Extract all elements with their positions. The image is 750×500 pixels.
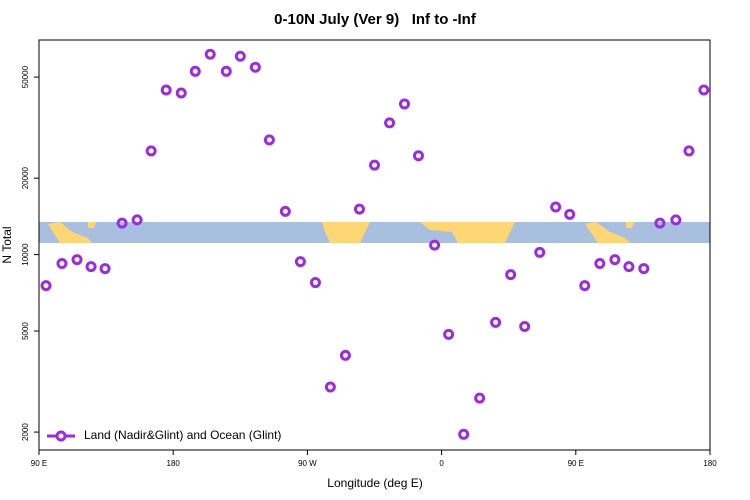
point (594, 258, 606, 270)
point (505, 269, 517, 281)
y-tick-label: 20000 (21, 166, 30, 189)
point (353, 203, 365, 215)
x-tick-label: 90 E (568, 459, 584, 468)
point (490, 316, 502, 328)
point (412, 150, 424, 162)
point (683, 145, 695, 157)
legend-label: Land (Nadir&Glint) and Ocean (Glint) (84, 428, 281, 442)
y-tick-label: 2000 (21, 423, 30, 441)
point (534, 246, 546, 258)
point (279, 205, 291, 217)
point (443, 328, 455, 340)
point (564, 208, 576, 220)
legend-marker (55, 430, 67, 442)
point (40, 280, 52, 292)
x-axis-label: Longitude (deg E) (327, 476, 422, 490)
point (234, 50, 246, 62)
point (369, 159, 380, 171)
point (71, 254, 83, 266)
point (294, 256, 306, 268)
point (99, 263, 111, 275)
y-tick-label: 10000 (21, 243, 30, 266)
point (85, 261, 97, 273)
point (654, 217, 666, 229)
x-tick-label: 180 (703, 459, 717, 468)
x-tick-label: 0 (439, 459, 444, 468)
point (550, 201, 562, 213)
point (175, 87, 187, 99)
y-tick-label: 5000 (21, 322, 30, 340)
point (519, 320, 531, 332)
point (384, 117, 396, 129)
point (339, 349, 351, 361)
point (56, 258, 68, 270)
point (670, 214, 682, 226)
point (579, 280, 591, 292)
y-axis-label: N Total (0, 226, 14, 263)
point (116, 217, 128, 229)
point (698, 84, 710, 96)
point (398, 98, 410, 110)
point (458, 428, 470, 440)
x-tick-label: 90 E (31, 459, 47, 468)
point (263, 134, 275, 146)
x-tick-label: 180 (167, 459, 181, 468)
point (160, 84, 172, 96)
point (638, 263, 650, 275)
y-tick-label: 50000 (21, 65, 30, 88)
chart-title: 0-10N July (Ver 9) Inf to -Inf (274, 11, 477, 28)
point (189, 65, 201, 77)
point (623, 261, 635, 273)
point (429, 239, 441, 251)
x-tick-label: 90 W (298, 459, 317, 468)
point (609, 254, 621, 266)
point (249, 61, 261, 73)
point (145, 145, 157, 157)
point (324, 381, 336, 393)
map-strip (39, 222, 710, 243)
point (204, 48, 216, 60)
point (220, 65, 232, 77)
point (131, 214, 143, 226)
plot-frame (38, 39, 711, 451)
point (309, 277, 321, 289)
point (474, 392, 486, 404)
